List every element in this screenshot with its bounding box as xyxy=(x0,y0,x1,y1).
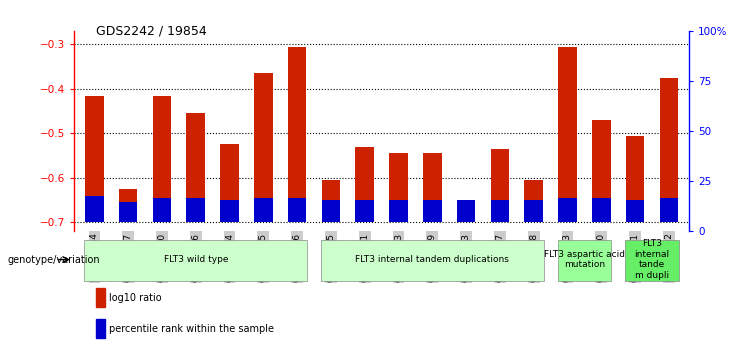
Bar xyxy=(456,202,476,222)
Bar xyxy=(322,200,340,222)
Bar xyxy=(288,47,307,222)
Bar xyxy=(322,180,340,222)
Bar xyxy=(423,153,442,222)
Bar xyxy=(525,180,543,222)
FancyBboxPatch shape xyxy=(84,240,307,281)
Bar xyxy=(220,145,239,222)
Bar xyxy=(119,189,138,222)
Bar xyxy=(389,200,408,222)
Bar xyxy=(356,147,374,222)
Bar xyxy=(625,200,645,222)
Bar xyxy=(119,202,138,222)
Bar xyxy=(525,200,543,222)
FancyBboxPatch shape xyxy=(557,240,611,281)
Bar xyxy=(592,120,611,222)
Bar xyxy=(659,78,678,222)
Text: FLT3 wild type: FLT3 wild type xyxy=(164,255,228,264)
Bar xyxy=(558,47,576,222)
Text: FLT3 internal tandem duplications: FLT3 internal tandem duplications xyxy=(356,255,509,264)
Text: genotype/variation: genotype/variation xyxy=(7,256,100,265)
Bar xyxy=(153,198,171,222)
Text: FLT3 aspartic acid
mutation: FLT3 aspartic acid mutation xyxy=(544,250,625,269)
Text: FLT3
internal
tande
m dupli: FLT3 internal tande m dupli xyxy=(634,239,670,280)
Text: log10 ratio: log10 ratio xyxy=(109,293,162,303)
Bar xyxy=(220,200,239,222)
Bar xyxy=(153,96,171,222)
Bar xyxy=(389,153,408,222)
Bar xyxy=(558,198,576,222)
Bar xyxy=(288,198,307,222)
Bar xyxy=(592,198,611,222)
Bar xyxy=(491,149,509,222)
FancyBboxPatch shape xyxy=(321,240,544,281)
Bar xyxy=(254,73,273,222)
Bar xyxy=(423,200,442,222)
Bar xyxy=(187,198,205,222)
Bar xyxy=(659,198,678,222)
Bar xyxy=(187,113,205,222)
Bar xyxy=(85,96,104,222)
Text: GDS2242 / 19854: GDS2242 / 19854 xyxy=(96,24,207,37)
Bar xyxy=(625,136,645,222)
Bar xyxy=(456,200,476,222)
Bar xyxy=(491,200,509,222)
Bar xyxy=(254,198,273,222)
Bar xyxy=(85,196,104,222)
Bar xyxy=(356,200,374,222)
FancyBboxPatch shape xyxy=(625,240,679,281)
Text: percentile rank within the sample: percentile rank within the sample xyxy=(109,324,274,334)
